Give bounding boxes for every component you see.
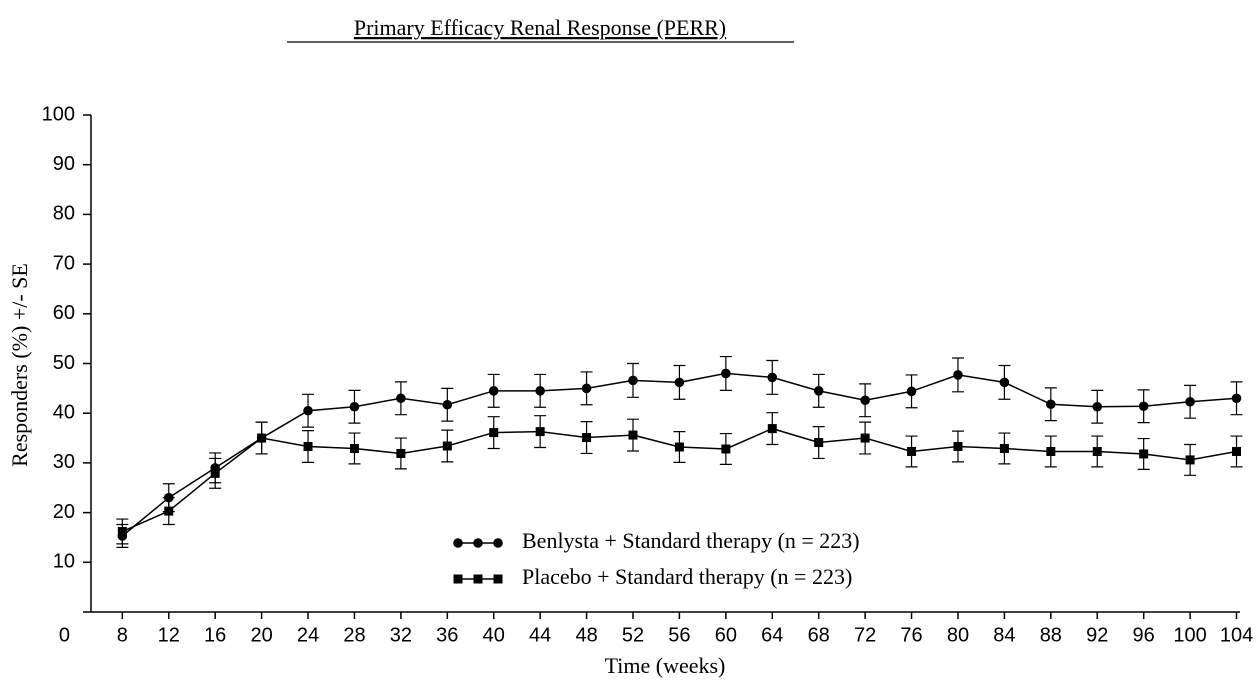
- data-point: [1092, 401, 1103, 412]
- data-point: [303, 405, 313, 416]
- chart-title: Primary Efficacy Renal Response (PERR): [354, 15, 726, 40]
- legend-marker: [493, 538, 503, 548]
- data-point: [953, 441, 963, 451]
- x-tick-label: 40: [483, 624, 505, 646]
- x-tick-label: 16: [204, 624, 226, 646]
- x-tick-label: 8: [117, 624, 128, 646]
- x-tick-label: 80: [947, 624, 969, 646]
- y-tick-label: 80: [53, 203, 75, 225]
- x-tick-label: 32: [390, 624, 412, 646]
- data-point: [1185, 455, 1195, 465]
- data-point: [767, 372, 778, 383]
- data-point: [1231, 393, 1242, 404]
- data-point: [164, 506, 174, 516]
- data-point: [535, 386, 545, 396]
- legend-marker: [493, 574, 503, 584]
- data-point: [813, 386, 824, 396]
- x-tick-label: 92: [1086, 624, 1108, 646]
- y-tick-label: 60: [53, 302, 75, 324]
- data-point: [814, 438, 824, 448]
- data-point: [674, 377, 685, 388]
- x-tick-label: 104: [1220, 624, 1253, 646]
- x-tick-label: 88: [1040, 624, 1062, 646]
- data-point: [582, 433, 592, 443]
- x-tick-label: 72: [854, 624, 876, 646]
- data-point: [721, 368, 731, 379]
- y-tick-label: 90: [53, 153, 75, 175]
- y-tick-label: 30: [53, 451, 75, 473]
- data-point: [535, 427, 545, 437]
- x-tick-label: 96: [1133, 624, 1155, 646]
- data-point: [257, 433, 267, 443]
- y-tick-label: 50: [53, 352, 75, 374]
- data-point: [303, 441, 313, 451]
- data-point: [953, 370, 963, 380]
- x-tick-label: 100: [1173, 624, 1206, 646]
- data-point: [349, 443, 359, 453]
- data-point: [581, 383, 592, 394]
- y-tick-label: 40: [53, 401, 75, 423]
- x-tick-label: 60: [715, 624, 737, 646]
- y-tick-label: 10: [53, 551, 75, 573]
- y-tick-label: 100: [42, 103, 75, 125]
- x-tick-label: 64: [761, 624, 783, 646]
- y-axis-label: Responders (%) +/- SE: [7, 263, 32, 467]
- data-point: [488, 386, 499, 396]
- data-point: [628, 430, 638, 440]
- x-tick-label: 28: [343, 624, 365, 646]
- x-tick-label: 48: [575, 624, 597, 646]
- data-point: [999, 443, 1009, 453]
- x-tick-label: 36: [436, 624, 458, 646]
- x-tick-label: 56: [668, 624, 690, 646]
- data-point: [1139, 449, 1149, 459]
- data-point: [1185, 396, 1195, 407]
- x-tick-label: 44: [529, 624, 551, 646]
- legend-marker: [453, 574, 463, 584]
- y-tick-label: 70: [53, 252, 75, 274]
- x-tick-label: 76: [900, 624, 922, 646]
- data-point: [1046, 446, 1056, 456]
- data-point: [489, 428, 499, 438]
- data-point: [999, 377, 1010, 388]
- x-tick-label: 20: [250, 624, 272, 646]
- data-point: [396, 393, 406, 404]
- x-axis-label: Time (weeks): [605, 653, 726, 678]
- data-point: [674, 442, 684, 452]
- data-point: [767, 424, 777, 434]
- data-point: [628, 375, 638, 386]
- x-tick-label: 24: [297, 624, 319, 646]
- data-point: [860, 433, 870, 443]
- x-tick-label: 12: [158, 624, 180, 646]
- legend-marker: [473, 538, 483, 548]
- data-point: [1138, 401, 1149, 412]
- data-point: [210, 468, 220, 478]
- data-point: [349, 401, 360, 412]
- y-tick-label: 0: [59, 624, 70, 646]
- y-tick-label: 20: [53, 501, 75, 523]
- data-point: [117, 526, 127, 536]
- x-tick-label: 52: [622, 624, 644, 646]
- data-point: [442, 441, 452, 451]
- legend-marker: [473, 574, 483, 584]
- legend-marker: [453, 538, 463, 548]
- data-point: [721, 444, 731, 454]
- data-point: [1092, 446, 1102, 456]
- legend-label: Placebo + Standard therapy (n = 223): [522, 564, 852, 589]
- data-point: [860, 395, 870, 406]
- data-point: [442, 399, 453, 410]
- data-point: [907, 446, 917, 456]
- data-point: [906, 386, 917, 397]
- data-point: [1232, 446, 1242, 456]
- data-point: [396, 448, 406, 458]
- x-tick-label: 84: [993, 624, 1015, 646]
- data-point: [1046, 399, 1056, 410]
- legend-label: Benlysta + Standard therapy (n = 223): [522, 528, 860, 553]
- x-tick-label: 68: [808, 624, 830, 646]
